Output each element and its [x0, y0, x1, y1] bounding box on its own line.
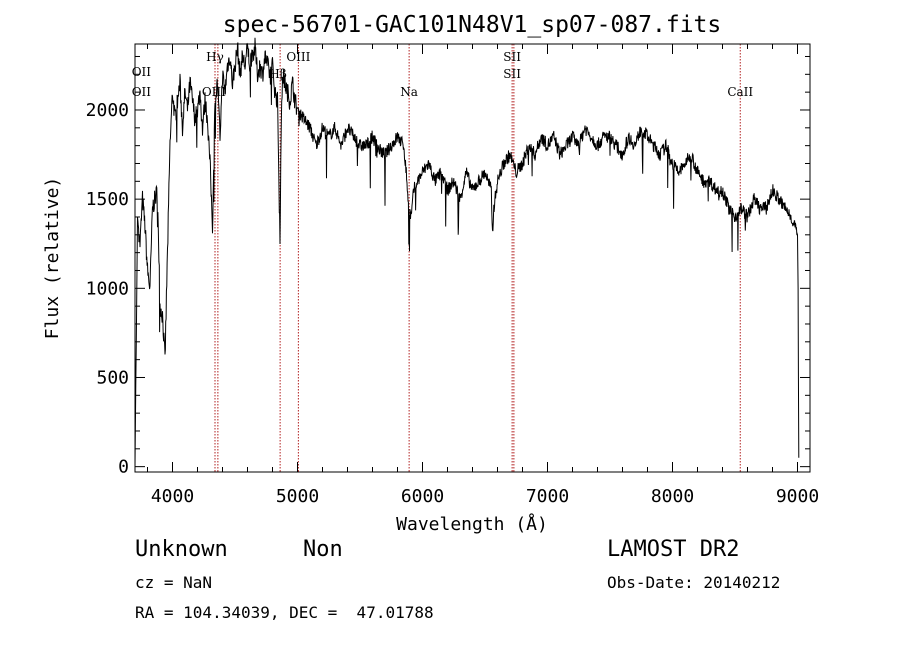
spectral-line-label: Hβ [269, 67, 286, 81]
x-tick-label: 9000 [776, 486, 819, 507]
spectrum-line [134, 37, 800, 467]
spectral-line-label: OIII [286, 50, 310, 64]
x-tick-label: 7000 [526, 486, 569, 507]
y-tick-label: 500 [96, 367, 129, 388]
x-tick-label: 6000 [401, 486, 444, 507]
chart-title: spec-56701-GAC101N48V1_sp07-087.fits [223, 12, 722, 38]
spectral-line-label: CaII [727, 85, 753, 99]
x-axis: 4000 5000 6000 7000 8000 9000 [147, 44, 819, 507]
y-axis-label: Flux (relative) [42, 177, 63, 340]
spectral-line-label: OIII [202, 85, 226, 99]
coordinates: RA = 104.34039, DEC = 47.01788 [135, 603, 434, 622]
x-tick-label: 4000 [151, 486, 194, 507]
y-tick-label: 1000 [86, 278, 129, 299]
y-axis: 0 500 1000 1500 2000 [86, 55, 810, 478]
spectral-line-label: OII [132, 65, 152, 79]
spectrum-series [134, 37, 800, 467]
spectral-line-label: Na [400, 85, 418, 99]
object-class: Unknown [135, 537, 228, 562]
x-tick-label: 8000 [651, 486, 694, 507]
plot-frame [134, 43, 811, 473]
spectral-line-label: SII [503, 50, 521, 64]
survey-name: LAMOST DR2 [607, 537, 740, 562]
object-subclass: Non [303, 537, 343, 562]
spectral-line-markers [214, 44, 741, 472]
spectral-line-label: Hγ [206, 50, 224, 64]
redshift-cz: cz = NaN [135, 573, 213, 592]
y-tick-label: 1500 [86, 189, 129, 210]
y-tick-label: 0 [118, 457, 129, 478]
y-tick-label: 2000 [86, 100, 129, 121]
x-axis-label: Wavelength (Å) [396, 513, 548, 535]
x-tick-label: 5000 [276, 486, 319, 507]
observation-date: Obs-Date: 20140212 [607, 573, 781, 592]
spectral-line-label: SII [503, 67, 521, 81]
spectral-line-label: OII [132, 85, 152, 99]
